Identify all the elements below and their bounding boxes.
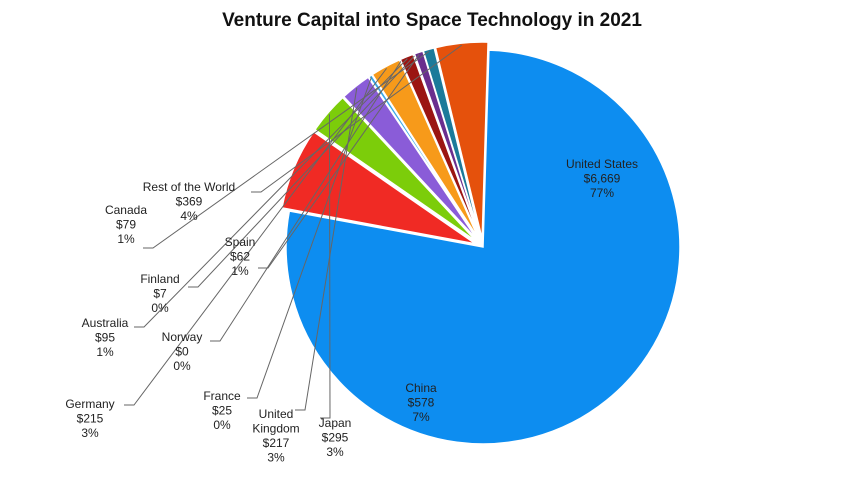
leader-line-australia [134,58,408,328]
slice-rest-of-the-world [434,41,489,240]
label-united-kingdom: United Kingdom $217 3% [252,407,299,465]
label-spain: Spain $62 1% [225,235,256,278]
slice-germany [371,58,480,241]
leader-line-japan [320,114,331,419]
leader-line-france [247,77,372,399]
leader-line-rest-of-the-world [251,44,463,193]
label-australia: Australia $95 1% [82,316,129,359]
leader-line-germany [124,68,387,406]
slice-labels: United States $6,669 77% China $578 7% Japan $2… [65,157,638,465]
slice-japan [313,96,478,243]
label-china: China $578 7% [405,381,437,424]
pie-slices [281,41,681,445]
label-france: France $25 0% [203,389,241,432]
leader-line-canada [143,50,430,249]
label-norway: Norway $0 0% [162,330,203,373]
leader-line-norway [210,61,402,342]
leader-lines [124,44,463,419]
label-canada: Canada $79 1% [105,203,147,246]
label-rest-of-the-world: Rest of the World $369 4% [143,180,235,223]
chart-title: Venture Capital into Space Technology in… [222,10,642,31]
leader-line-united-kingdom [295,87,358,411]
slice-canada [422,46,482,240]
label-finland: Finland $7 0% [140,272,179,315]
label-united-states: United States $6,669 77% [566,157,638,200]
label-germany: Germany $215 3% [65,397,114,440]
leader-line-spain [258,53,420,269]
label-japan: Japan $295 3% [319,416,352,459]
